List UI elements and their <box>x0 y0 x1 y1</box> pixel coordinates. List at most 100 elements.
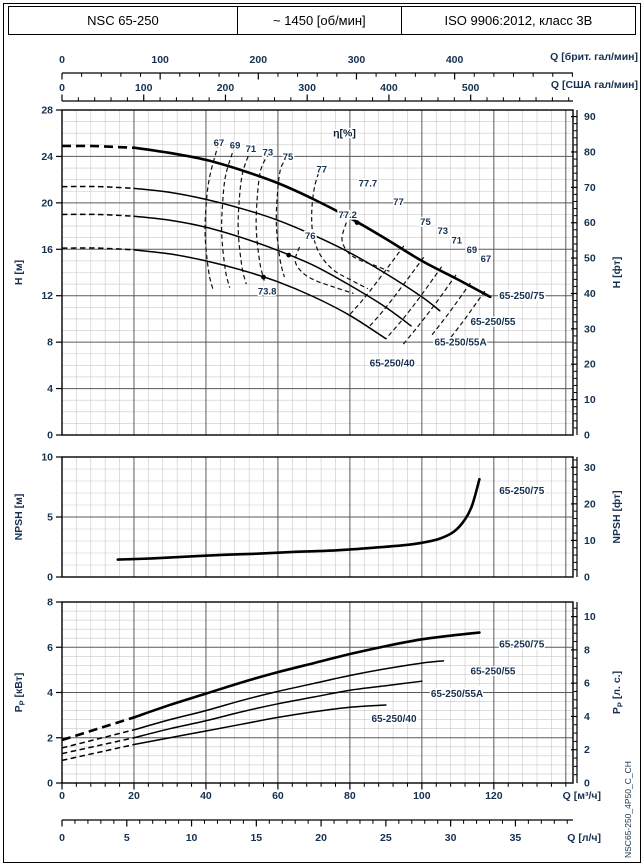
left-tick: 24 <box>41 151 53 163</box>
flow-axis-m3h: 0 20 40 60 80 100 120 Q [м³/ч] <box>59 783 601 802</box>
efficiency-value: 75 <box>420 217 431 228</box>
curve-label: 65-250/75 <box>499 291 544 302</box>
efficiency-value: 67 <box>214 138 225 149</box>
flow-tick-us: 200 <box>217 82 235 94</box>
curve-65-250/75: 65-250/75 <box>61 631 546 742</box>
flow-tick-ls: 0 <box>59 832 65 844</box>
efficiency-axis-title: η[%] <box>333 128 356 140</box>
flow-tick-imp: 0 <box>59 54 65 66</box>
efficiency-value: 77.2 <box>338 210 357 221</box>
left-tick: 6 <box>47 642 53 654</box>
left-axis-title-npsh: NPSH [м] <box>13 494 25 541</box>
right-tick: 60 <box>584 217 596 229</box>
left-tick: 2 <box>47 732 53 744</box>
curve-65-250/40: 65-250/40 <box>61 704 419 762</box>
flow-axis-ls: 0 5 10 15 20 25 30 35 Q [л/ч] <box>59 819 601 844</box>
pump-speed: ~ 1450 [об/мин] <box>236 7 401 34</box>
flow-tick-ls: 10 <box>186 832 198 844</box>
flow-axis-label-us: Q [США гал/мин] <box>551 79 638 91</box>
panel-npsh: 0 5 10 0 10 20 30 NPSH [м] NPSH [фт] <box>13 452 623 584</box>
flow-tick-imp: 100 <box>151 54 169 66</box>
panel-head: 0 4 8 12 16 20 24 28 0 10 20 30 40 50 60 70 80 90 H [м] H [… <box>13 105 623 442</box>
flow-tick-m3h: 40 <box>200 790 212 802</box>
flow-tick-imp: 200 <box>250 54 268 66</box>
efficiency-contours <box>204 143 486 347</box>
right-tick: 6 <box>584 678 590 690</box>
curve-65-250/75: 65-250/75 <box>116 477 546 561</box>
flow-axis-label-m3h: Q [м³/ч] <box>563 790 601 802</box>
efficiency-value: 76 <box>305 231 316 242</box>
flow-tick-ls: 35 <box>510 832 522 844</box>
flow-tick-ls: 15 <box>250 832 262 844</box>
left-tick: 20 <box>41 197 53 209</box>
right-axis-title-npsh: NPSH [фт] <box>611 490 623 543</box>
left-tick: 28 <box>41 105 53 117</box>
flow-tick-m3h: 120 <box>485 790 503 802</box>
pump-model: NSC 65-250 <box>87 13 159 28</box>
curve-label: 65-250/55A <box>431 689 483 700</box>
right-tick: 8 <box>584 644 590 656</box>
right-tick: 30 <box>584 462 596 474</box>
left-tick: 8 <box>47 597 53 609</box>
efficiency-value: 73 <box>263 147 274 158</box>
right-tick: 10 <box>584 611 596 623</box>
flow-tick-m3h: 20 <box>128 790 140 802</box>
efficiency-value: 71 <box>451 235 462 246</box>
left-tick: 5 <box>47 512 53 524</box>
curve-65-250/55A: 65-250/55A <box>61 213 488 350</box>
efficiency-value: 67 <box>481 254 492 265</box>
right-tick: 4 <box>584 711 590 723</box>
flow-tick-m3h: 80 <box>344 790 356 802</box>
right-axis-title-head: H [фт] <box>611 257 623 289</box>
curve-65-250/40: 65-250/40 <box>61 247 417 371</box>
left-tick: 0 <box>47 572 53 584</box>
efficiency-value: 77.7 <box>359 179 378 190</box>
right-tick: 0 <box>584 572 590 584</box>
panel-power: 0 2 4 6 8 0 2 4 6 8 10 PP [кВт] PP [л. с.] <box>13 597 625 790</box>
flow-tick-ls: 5 <box>124 832 130 844</box>
flow-tick-ls: 30 <box>445 832 457 844</box>
left-axis-title-power: PP [кВт] <box>13 673 27 713</box>
flow-axis-imp: 0 100 200 300 400 Q [брит. гал/мин] <box>59 51 638 80</box>
efficiency-value: 73.8 <box>258 287 277 298</box>
right-tick: 40 <box>584 288 596 300</box>
test-standard: ISO 9906:2012, класс 3В <box>400 7 635 34</box>
right-tick: 20 <box>584 359 596 371</box>
flow-tick-us: 300 <box>298 82 316 94</box>
flow-axis-label-imp: Q [брит. гал/мин] <box>550 51 638 63</box>
efficiency-value: 77 <box>393 197 404 208</box>
left-tick: 0 <box>47 430 53 442</box>
curve-label: 65-250/75 <box>499 639 544 650</box>
efficiency-value: 69 <box>230 140 241 151</box>
right-tick: 2 <box>584 744 590 756</box>
right-tick: 70 <box>584 182 596 194</box>
curve-65-250/55: 65-250/55 <box>61 660 518 749</box>
flow-tick-ls: 20 <box>315 832 327 844</box>
flow-tick-m3h: 0 <box>59 790 65 802</box>
curve-label: 65-250/40 <box>371 714 416 725</box>
right-tick: 50 <box>584 253 596 265</box>
left-tick: 16 <box>41 244 53 256</box>
right-tick: 90 <box>584 111 596 123</box>
right-tick: 30 <box>584 323 596 335</box>
efficiency-value: 77 <box>317 165 328 176</box>
flow-tick-us: 100 <box>135 82 153 94</box>
left-tick: 10 <box>41 452 53 464</box>
flow-axis-label-ls: Q [л/ч] <box>567 832 601 844</box>
right-tick: 0 <box>584 778 590 790</box>
curve-65-250/75: 65-250/75 <box>61 144 546 304</box>
side-code: NSC65-250_4P50_C_CH <box>623 761 633 858</box>
left-tick: 4 <box>47 383 53 395</box>
curve-65-250/55: 65-250/55 <box>61 185 518 329</box>
left-tick: 0 <box>47 778 53 790</box>
flow-tick-imp: 400 <box>446 54 464 66</box>
flow-tick-ls: 25 <box>380 832 392 844</box>
curve-label: 65-250/40 <box>370 359 415 370</box>
curve-label: 65-250/55A <box>434 338 486 349</box>
curve-label: 65-250/55 <box>470 667 515 678</box>
efficiency-labels: 67 69 71 73 757777.77777.27673.87573716967η[… <box>212 126 493 299</box>
efficiency-value: 69 <box>467 245 478 256</box>
left-tick: 4 <box>47 687 53 699</box>
